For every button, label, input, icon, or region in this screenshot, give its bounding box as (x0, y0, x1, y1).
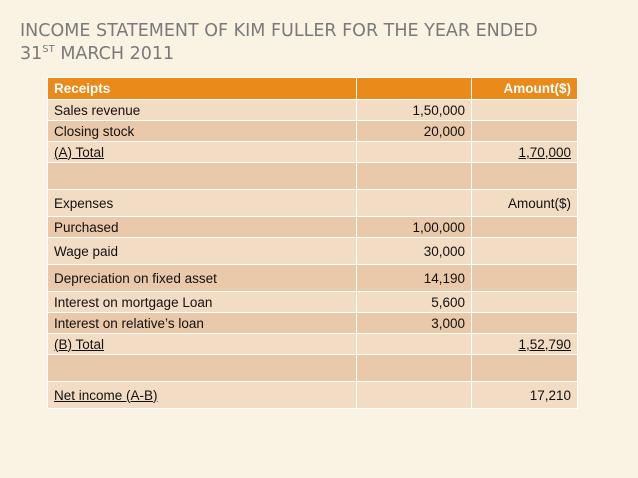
title-line-2: 31ST March 2011 (20, 43, 620, 66)
row-total (471, 120, 578, 142)
table-row: Net income (A-B) 17,210 (47, 381, 578, 409)
table-row: Sales revenue 1,50,000 (47, 99, 578, 121)
row-total (471, 216, 578, 238)
title-line-1: Income Statement of Kim Fuller for the Y… (20, 21, 538, 41)
row-total (471, 162, 578, 190)
row-amount (356, 333, 472, 355)
table-row: Wage paid 30,000 (47, 237, 578, 265)
header-receipts: Receipts (47, 77, 357, 100)
income-statement-table: Receipts Amount($) Sales revenue 1,50,000… (47, 77, 578, 409)
row-label: Depreciation on fixed asset (47, 264, 357, 292)
table-row: Depreciation on fixed asset 14,190 (47, 264, 578, 292)
table-row: Expenses Amount($) (47, 189, 578, 217)
title-ordinal-suffix: ST (42, 44, 55, 55)
row-total (471, 99, 578, 121)
row-total: Amount($) (471, 189, 578, 217)
row-total (471, 237, 578, 265)
table-row: (A) Total 1,70,000 (47, 141, 578, 163)
page-title: Income Statement of Kim Fuller for the Y… (20, 20, 620, 66)
row-amount: 3,000 (356, 312, 472, 334)
row-amount: 1,00,000 (356, 216, 472, 238)
row-amount: 30,000 (356, 237, 472, 265)
header-amount: Amount($) (471, 77, 578, 100)
row-amount: 20,000 (356, 120, 472, 142)
row-amount (356, 162, 472, 190)
table-row (47, 354, 578, 382)
row-amount: 14,190 (356, 264, 472, 292)
row-label: Interest on relative’s loan (47, 312, 357, 334)
table-row: Interest on mortgage Loan 5,600 (47, 291, 578, 313)
row-label: Sales revenue (47, 99, 357, 121)
row-total: 17,210 (471, 381, 578, 409)
row-total (471, 264, 578, 292)
header-amount-blank (356, 77, 472, 100)
row-total (471, 312, 578, 334)
row-amount (356, 381, 472, 409)
table-header-row: Receipts Amount($) (47, 77, 578, 100)
row-amount: 1,50,000 (356, 99, 472, 121)
row-total (471, 291, 578, 313)
row-amount (356, 189, 472, 217)
row-total: 1,70,000 (471, 141, 578, 163)
title-day: 31 (20, 44, 43, 64)
row-total: 1,52,790 (471, 333, 578, 355)
row-label: Interest on mortgage Loan (47, 291, 357, 313)
row-label (47, 162, 357, 190)
row-label (47, 354, 357, 382)
row-label: (B) Total (47, 333, 357, 355)
row-total (471, 354, 578, 382)
row-label: Closing stock (47, 120, 357, 142)
income-statement-table-container: Receipts Amount($) Sales revenue 1,50,000… (47, 77, 578, 409)
row-label: Expenses (47, 189, 357, 217)
row-amount (356, 354, 472, 382)
table-row: Interest on relative’s loan 3,000 (47, 312, 578, 334)
table-row: Purchased 1,00,000 (47, 216, 578, 238)
row-amount (356, 141, 472, 163)
table-row (47, 162, 578, 190)
row-label: Purchased (47, 216, 357, 238)
row-amount: 5,600 (356, 291, 472, 313)
table-row: Closing stock 20,000 (47, 120, 578, 142)
row-label: Net income (A-B) (47, 381, 357, 409)
table-row: (B) Total 1,52,790 (47, 333, 578, 355)
row-label: Wage paid (47, 237, 357, 265)
row-label: (A) Total (47, 141, 357, 163)
title-month-year: March 2011 (54, 44, 175, 64)
